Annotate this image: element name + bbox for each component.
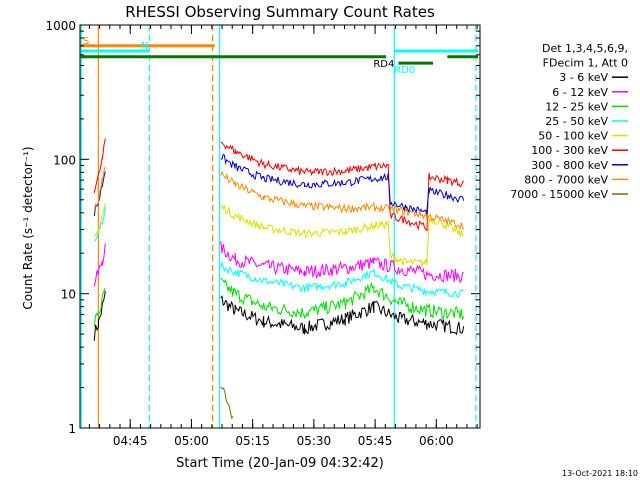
mode-bar-label-1: N: [141, 41, 148, 52]
series-layer: [93, 138, 465, 420]
legend-header: FDecim 1, Att 0: [543, 57, 628, 70]
mode-bar-label-0: S: [83, 36, 89, 47]
y-tick-label: 100: [53, 153, 76, 167]
series-line-8-0: [220, 386, 234, 420]
chart-title: RHESSI Observing Summary Count Rates: [125, 3, 435, 21]
footer-date: 13-Oct-2021 18:10: [562, 469, 638, 478]
axes-layer: 1 10 100 1000 04:45 05:00 05:15 05:30 05:45 06:00: [45, 19, 481, 448]
legend-entry-label: 3 - 6 keV: [559, 71, 608, 84]
x-tick-label: 06:00: [419, 434, 454, 448]
y-axis-label: Count Rate (s⁻¹ detector⁻¹): [21, 146, 35, 309]
series-line-2-0: [93, 287, 106, 327]
series-line-6-0: [93, 171, 106, 217]
series-line-2-1: [220, 277, 465, 321]
legend-header: Det 1,3,4,5,6,9,: [542, 42, 628, 55]
y-tick-label: 10: [61, 288, 76, 302]
series-line-3-1: [220, 260, 464, 298]
legend-entry-label: 7000 - 15000 keV: [510, 188, 608, 201]
series-line-0-0: [93, 291, 106, 341]
mode-bar-label-3: RD4: [373, 59, 394, 70]
legend-entry-label: 6 - 12 keV: [552, 86, 608, 99]
legend-entry-label: 25 - 50 keV: [545, 115, 608, 128]
series-line-5-1: [220, 141, 465, 232]
series-line-5-0: [93, 138, 106, 194]
y-tick-label: 1000: [45, 19, 76, 33]
legend: Det 1,3,4,5,6,9, FDecim 1, Att 03 - 6 keV…: [510, 42, 628, 201]
x-axis-label: Start Time (20-Jan-09 04:32:42): [176, 456, 384, 471]
legend-entry-label: 12 - 25 keV: [545, 100, 608, 113]
legend-entry-label: 50 - 100 keV: [538, 130, 608, 143]
legend-entry-label: 300 - 800 keV: [531, 159, 608, 172]
plot-frame: [79, 24, 481, 429]
legend-entry-label: 800 - 7000 keV: [524, 173, 608, 186]
series-line-1-1: [220, 241, 464, 284]
markers-layer: [80, 25, 477, 428]
legend-entry-label: 100 - 300 keV: [531, 144, 608, 157]
mode-bar-label-5: RD0: [394, 65, 415, 76]
series-line-1-0: [93, 243, 106, 287]
series-line-0-1: [220, 295, 465, 336]
x-tick-label: 05:45: [358, 434, 393, 448]
y-tick-label: 1: [68, 422, 76, 436]
x-tick-label: 05:00: [174, 434, 209, 448]
series-line-4-0: [93, 203, 106, 237]
series-line-4-1: [220, 204, 464, 268]
series-line-7-1: [220, 170, 465, 231]
x-tick-label: 04:45: [113, 434, 148, 448]
x-tick-label: 05:30: [297, 434, 332, 448]
series-line-6-1: [220, 153, 465, 217]
x-tick-label: 05:15: [235, 434, 270, 448]
series-line-7-0: [93, 166, 106, 212]
